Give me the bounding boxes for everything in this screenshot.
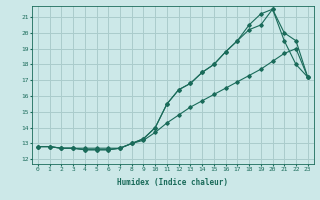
X-axis label: Humidex (Indice chaleur): Humidex (Indice chaleur) [117, 178, 228, 187]
